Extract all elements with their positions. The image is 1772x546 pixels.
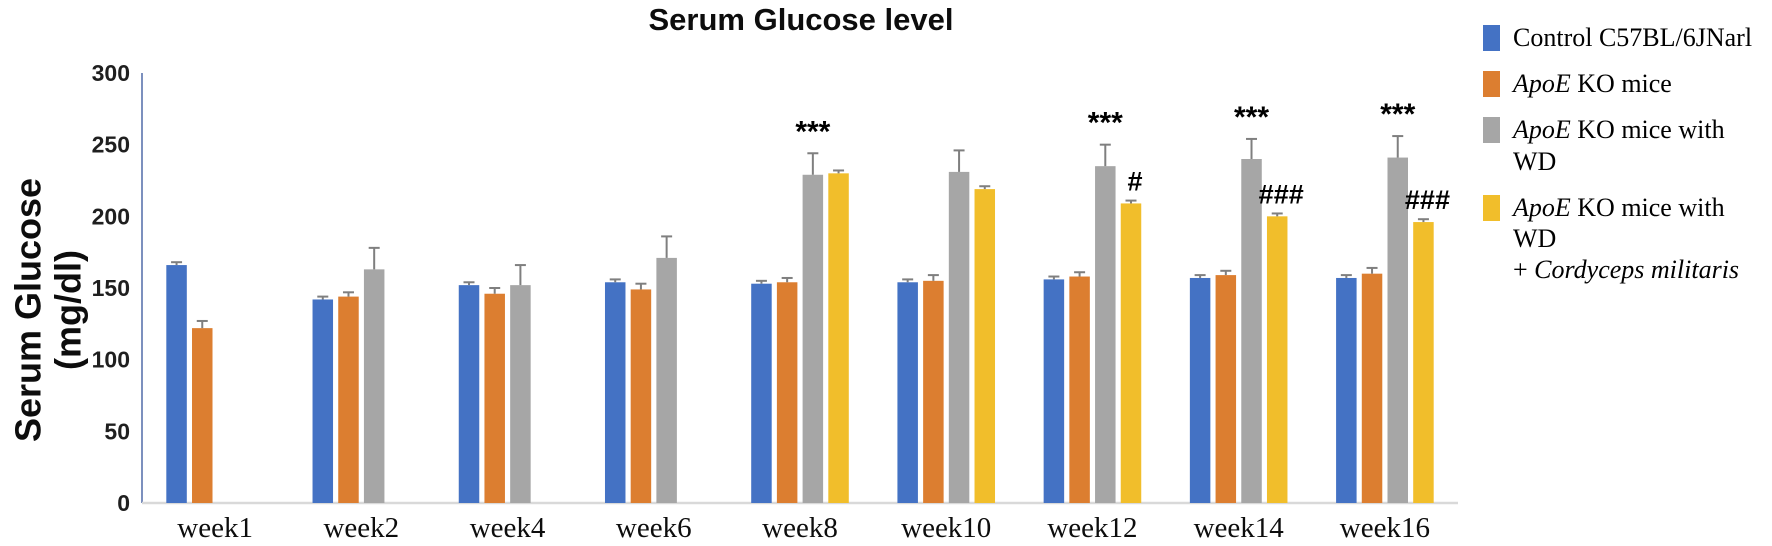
y-tick-label-50: 50 [104, 418, 130, 444]
x-axis-label-week10: week10 [901, 512, 991, 544]
bar-week12-series4 [1120, 203, 1142, 503]
bar-week8-series1 [751, 283, 772, 503]
bar-week12-series3 [1095, 166, 1116, 503]
legend-swatch-apoe-ko [1483, 71, 1500, 98]
significance-hashes-week12: # [1127, 167, 1142, 197]
serum-glucose-bar-chart: 0 50 100 150 200 250 300 week1 week2 week4 week6 we… [92, 60, 1458, 544]
bar-week10-series2 [923, 280, 944, 503]
significance-stars-week8: *** [795, 115, 830, 148]
y-tick-label-100: 100 [92, 347, 130, 373]
bar-week12-series2 [1069, 276, 1090, 503]
x-axis-label-week2: week2 [323, 512, 399, 544]
x-axis-label-week8: week8 [762, 512, 838, 544]
bar-week1-series1 [166, 265, 187, 503]
bar-week16-series4 [1413, 222, 1434, 504]
bar-week6-series1 [604, 282, 626, 503]
bar-week10-series3 [948, 171, 970, 503]
bar-week4-series1 [458, 285, 480, 503]
chart-title: Serum Glucose level [648, 2, 954, 37]
bar-week4-series2 [484, 293, 505, 503]
x-axis-label-week1: week1 [177, 512, 253, 544]
significance-stars-week12: *** [1088, 107, 1123, 140]
x-axis-label-week6: week6 [616, 512, 692, 544]
x-axis-label-week12: week12 [1047, 512, 1137, 544]
bar-week4-series3 [510, 285, 531, 503]
y-tick-label-0: 0 [117, 490, 130, 516]
x-axis-label-week16: week16 [1340, 512, 1430, 544]
legend-label-apoe-ko: ApoE KO mice [1513, 69, 1672, 99]
bar-week14-series4 [1266, 216, 1288, 504]
bar-week12-series1 [1043, 279, 1065, 503]
legend-label-apoe-ko-wd: ApoE KO mice with WD [1513, 115, 1725, 176]
bar-week10-series1 [897, 282, 918, 503]
bar-week8-series3 [802, 174, 824, 503]
bar-week8-series2 [776, 282, 798, 503]
bar-week10-series4 [974, 189, 996, 503]
legend-label-apoe-ko-wd-cordyceps: ApoE KO mice with WD + Cordyceps militari… [1513, 192, 1740, 285]
legend-item-apoe-ko-wd: ApoE KO mice with WD [1483, 114, 1772, 176]
bar-week2-series3 [363, 269, 385, 503]
x-axis-label-week4: week4 [470, 512, 546, 544]
legend-item-apoe-ko: ApoE KO mice [1483, 68, 1772, 99]
significance-stars-week14: *** [1234, 101, 1269, 134]
bar-week6-series3 [656, 257, 677, 503]
legend-item-control: Control C57BL/6JNarl [1483, 22, 1772, 53]
significance-hashes-week16: ### [1405, 185, 1450, 215]
legend-swatch-control [1483, 25, 1500, 51]
bar-week6-series2 [630, 289, 652, 503]
bar-week2-series1 [312, 299, 334, 503]
legend: Control C57BL/6JNarl ApoE KO mice ApoE KO … [1483, 22, 1772, 300]
legend-label-control: Control C57BL/6JNarl [1513, 23, 1753, 52]
bar-week16-series3 [1387, 157, 1408, 504]
bar-week14-series2 [1215, 275, 1237, 503]
legend-swatch-apoe-ko-wd [1483, 117, 1500, 144]
legend-swatch-apoe-ko-wd-cordyceps [1483, 194, 1500, 221]
bar-week14-series3 [1241, 159, 1262, 503]
legend-item-apoe-ko-wd-cordyceps: ApoE KO mice with WD + Cordyceps militari… [1483, 192, 1772, 286]
significance-hashes-week14: ### [1259, 179, 1304, 209]
bar-week8-series4 [828, 173, 849, 504]
bar-week1-series2 [192, 328, 213, 503]
bar-week16-series1 [1336, 277, 1357, 503]
y-tick-label-150: 150 [92, 275, 130, 301]
significance-stars-week16: *** [1380, 98, 1415, 131]
y-tick-label-200: 200 [92, 203, 130, 229]
bar-week16-series2 [1361, 273, 1383, 503]
y-tick-label-250: 250 [92, 132, 130, 158]
x-axis-label-week14: week14 [1194, 512, 1285, 544]
y-tick-label-300: 300 [92, 60, 130, 86]
bar-week14-series1 [1189, 277, 1211, 503]
bar-week2-series2 [338, 296, 359, 503]
